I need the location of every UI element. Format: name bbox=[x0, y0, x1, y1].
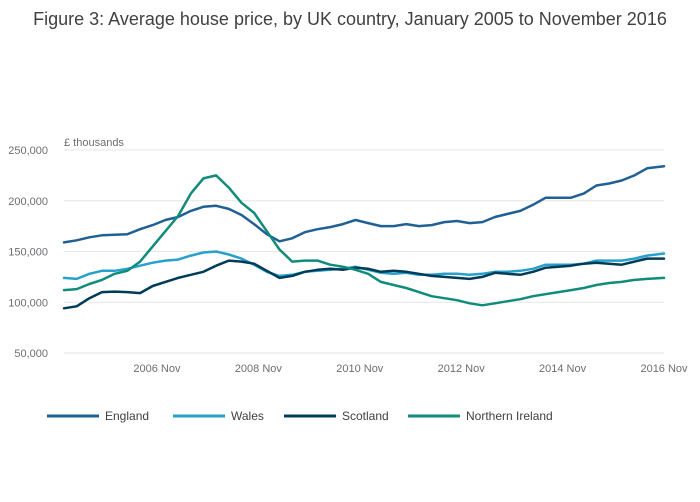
chart-title: Figure 3: Average house price, by UK cou… bbox=[33, 9, 667, 29]
series-line-scotland bbox=[62, 257, 666, 310]
legend-label: Northern Ireland bbox=[466, 409, 553, 423]
legend-label: Scotland bbox=[342, 409, 389, 423]
y-tick-label: 50,000 bbox=[14, 348, 48, 360]
series-lines bbox=[62, 164, 666, 310]
grid bbox=[64, 149, 664, 354]
x-tick-label: 2006 Nov bbox=[133, 363, 181, 375]
x-axis: 2006 Nov 2008 Nov 2010 Nov 2012 Nov 2014 Nov… bbox=[133, 363, 688, 375]
legend-label: England bbox=[105, 409, 149, 423]
y-tick-label: 100,000 bbox=[8, 297, 48, 309]
y-axis: 50,000 100,000 150,000 200,000 250,000 bbox=[8, 145, 48, 360]
unit-label: £ thousands bbox=[64, 137, 124, 149]
y-tick-label: 150,000 bbox=[8, 247, 48, 259]
series-line-northern-ireland bbox=[62, 174, 666, 307]
y-tick-label: 200,000 bbox=[8, 196, 48, 208]
legend-label: Wales bbox=[231, 409, 264, 423]
x-tick-label: 2008 Nov bbox=[235, 363, 283, 375]
x-tick-label: 2012 Nov bbox=[438, 363, 486, 375]
series-line-england bbox=[62, 164, 666, 244]
y-tick-label: 250,000 bbox=[8, 145, 48, 157]
x-tick-label: 2014 Nov bbox=[539, 363, 587, 375]
x-tick-label: 2010 Nov bbox=[336, 363, 384, 375]
legend: England Wales Scotland Northern Ireland bbox=[47, 409, 553, 423]
x-tick-label: 2016 Nov bbox=[640, 363, 688, 375]
